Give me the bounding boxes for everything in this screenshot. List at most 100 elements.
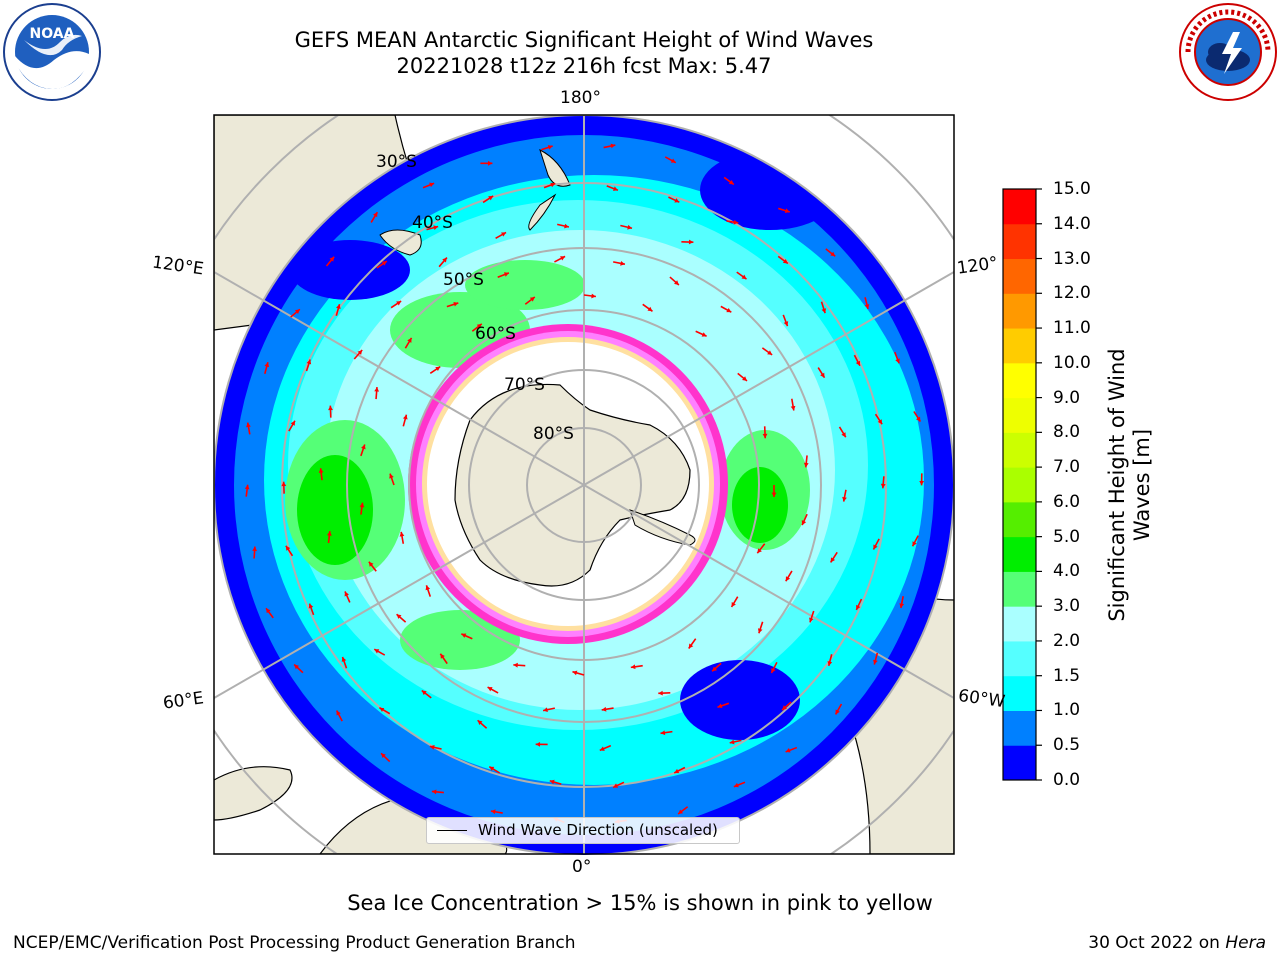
- wave-arrow-head: [830, 557, 836, 563]
- wave-arrow-head: [513, 662, 518, 668]
- footer-date: 30 Oct 2022 on Hera: [1088, 933, 1266, 953]
- wave-arrow-head: [835, 709, 840, 715]
- wave-arrow-head: [453, 301, 459, 307]
- wave-arrow-head: [308, 603, 314, 609]
- wave-arrow-head: [712, 666, 717, 672]
- wave-arrow-head: [431, 789, 437, 795]
- wave-arrow-head: [895, 358, 900, 364]
- wave-arrow-head: [782, 705, 787, 710]
- colorbar: [1003, 188, 1042, 781]
- wave-arrow-head: [873, 544, 878, 550]
- sea-ice-caption: Sea Ice Concentration > 15% is shown in …: [347, 891, 933, 915]
- colorbar-tick-label: 8.0: [1053, 422, 1081, 443]
- wave-arrow-head: [771, 492, 777, 497]
- wave-arrow-head: [733, 782, 739, 788]
- wave-arrow-head: [476, 323, 482, 329]
- wave-arrow-head: [326, 531, 332, 536]
- wave-arrow-head: [440, 653, 445, 659]
- wave-arrow-head: [246, 422, 251, 428]
- wave-arrow-head: [620, 261, 625, 266]
- wave-arrow-head: [855, 360, 861, 366]
- wave-arrow-head: [396, 301, 402, 306]
- wave-arrow-head: [630, 664, 636, 670]
- wave-arrow-head: [252, 546, 258, 552]
- wave-arrow-head: [717, 703, 723, 709]
- wave-arrow-head: [374, 387, 380, 392]
- wave-arrow-head: [880, 483, 886, 489]
- wave-arrow-head: [336, 710, 341, 716]
- wave-arrow-head: [771, 667, 776, 673]
- wave-arrow-head: [266, 608, 271, 614]
- wave-arrow-head: [306, 359, 312, 365]
- wave-arrow-head: [359, 502, 365, 508]
- wave-arrow-head: [919, 480, 925, 486]
- wave-arrow-head: [328, 405, 333, 411]
- colorbar-tick-label: 5.0: [1053, 526, 1081, 547]
- wave-arrow-head: [842, 496, 847, 502]
- wave-arrow-head: [290, 420, 295, 426]
- colorbar-tick-label: 9.0: [1053, 387, 1081, 408]
- wave-arrow-head: [572, 670, 578, 676]
- wave-arrow-head: [489, 766, 495, 772]
- wave-arrow-head: [647, 306, 653, 312]
- wave-arrow-head: [809, 617, 814, 623]
- wave-arrow-head: [742, 376, 747, 381]
- wave-arrow-head: [341, 656, 347, 662]
- wave-arrow-head: [381, 753, 386, 759]
- wave-arrow-head: [294, 664, 300, 670]
- wave-arrow-head: [601, 706, 607, 712]
- colorbar-segment: [1003, 710, 1036, 746]
- wave-arrow-head: [374, 649, 380, 654]
- wave-arrow-head: [757, 628, 763, 634]
- wave-arrow-head: [899, 603, 905, 608]
- colorbar-label: Significant Height of Wind Waves [m]: [1105, 348, 1154, 622]
- colorbar-tick-label: 1.0: [1053, 700, 1081, 721]
- wave-arrow-head: [294, 309, 300, 314]
- colorbar-tick-label: 7.0: [1053, 457, 1081, 478]
- colorbar-segment: [1003, 745, 1036, 781]
- wave-arrow-head: [830, 251, 836, 257]
- colorbar-segment: [1003, 397, 1036, 433]
- wave-arrow-head: [701, 332, 707, 337]
- colorbar-segment: [1003, 328, 1036, 364]
- wave-arrow-head: [803, 462, 809, 468]
- wave-arrow-head: [357, 349, 363, 355]
- colorbar-tick-label: 6.0: [1053, 491, 1081, 512]
- wave-arrow-head: [613, 783, 619, 788]
- svg-text:NOAA: NOAA: [30, 26, 75, 42]
- wave-arrow-head: [429, 745, 435, 750]
- colorbar-tick-label: 3.0: [1053, 596, 1081, 617]
- wave-arrow-head: [762, 433, 768, 439]
- wave-arrow-head: [461, 633, 467, 638]
- wave-arrow-head: [827, 661, 833, 666]
- wave-arrow-head: [281, 481, 287, 487]
- wave-arrow-head: [741, 274, 747, 280]
- colorbar-tick-label: 1.5: [1053, 665, 1081, 686]
- wave-arrow-head: [674, 768, 680, 774]
- wave-arrow-head: [402, 414, 408, 420]
- latitude-label-70s: 70°S: [504, 375, 545, 395]
- wave-arrow-head: [425, 585, 431, 591]
- meridian-label-0: 0°: [572, 857, 592, 877]
- wave-arrow-head: [591, 293, 596, 299]
- colorbar-segment: [1003, 606, 1036, 642]
- colorbar-tick-label: 12.0: [1053, 283, 1091, 304]
- wave-arrow-head: [821, 308, 827, 314]
- wave-arrow-head: [433, 225, 439, 230]
- wave-arrow-head: [373, 212, 378, 218]
- wave-arrow-head: [344, 591, 349, 597]
- wave-arrow-head: [658, 690, 663, 696]
- wave-arrow-head: [560, 256, 566, 261]
- wave-arrow-head: [442, 257, 447, 263]
- colorbar-tick-label: 15.0: [1053, 179, 1091, 199]
- wave-arrow-head: [670, 158, 676, 163]
- wave-arrow-head: [873, 659, 878, 665]
- wave-arrow-head: [429, 182, 435, 188]
- legend-label: Wind Wave Direction (unscaled): [478, 821, 718, 839]
- latitude-label-40s: 40°S: [412, 213, 453, 233]
- wave-arrow-head: [503, 272, 509, 277]
- wave-arrow-head: [407, 337, 412, 343]
- wave-arrow-head: [731, 601, 736, 607]
- nws-logo: [1178, 2, 1278, 106]
